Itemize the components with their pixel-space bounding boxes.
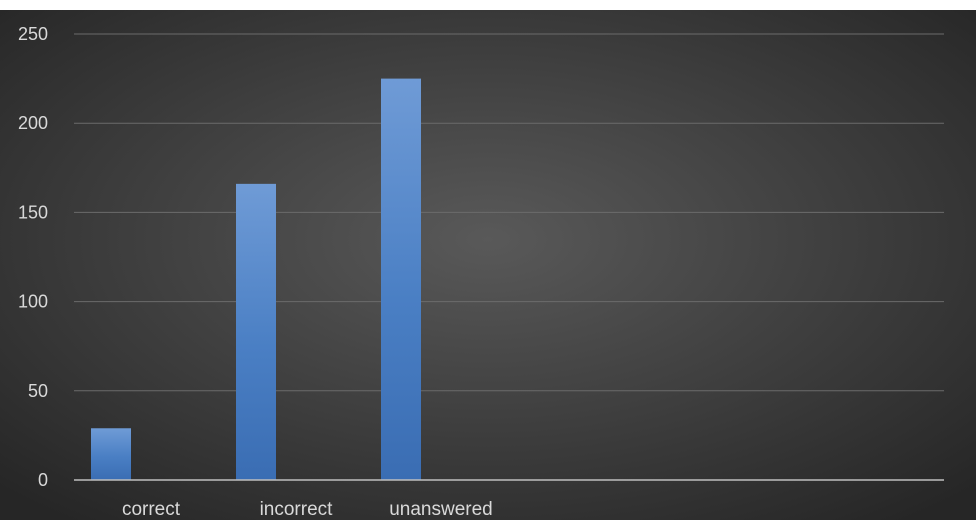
x-tick-labels: correct incorrect unanswered [122,499,493,520]
y-tick-labels: 0 50 100 150 200 250 [18,24,48,490]
bar-unanswered [381,78,421,480]
y-tick-label: 50 [28,381,48,401]
y-tick-label: 150 [18,202,48,222]
x-tick-label: incorrect [260,499,334,520]
gridlines [74,33,944,392]
y-tick-label: 0 [38,470,48,490]
plot-background [0,10,976,520]
y-tick-label: 200 [18,113,48,133]
bar-correct [91,428,131,480]
x-tick-label: correct [122,499,181,520]
bars [91,78,421,480]
x-tick-label: unanswered [389,499,493,520]
bar-incorrect [236,183,276,480]
y-tick-label: 250 [18,24,48,44]
y-tick-label: 100 [18,292,48,312]
